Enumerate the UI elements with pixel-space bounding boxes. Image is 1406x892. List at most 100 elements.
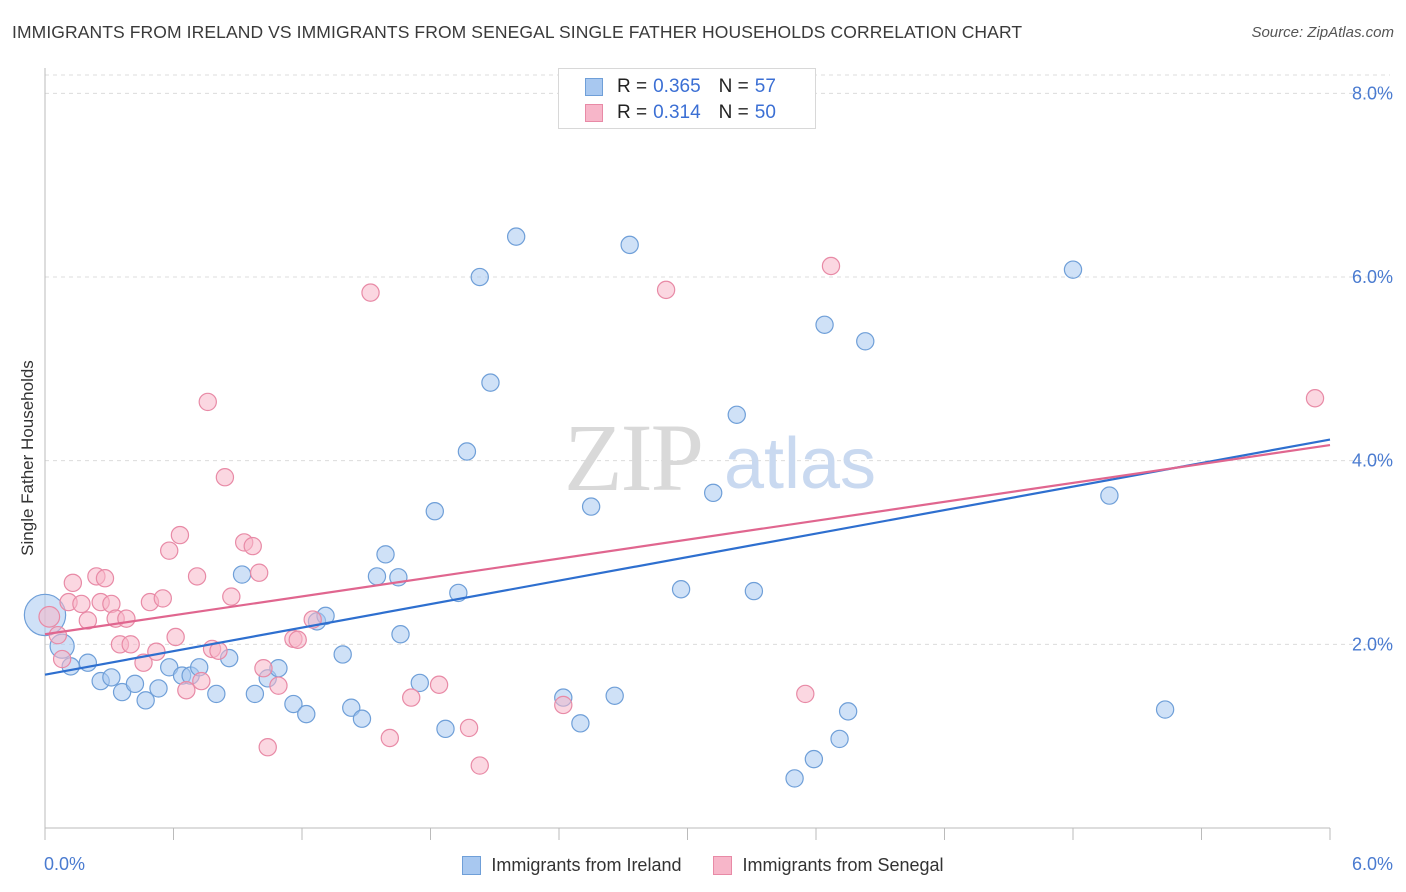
ireland-point [297,704,316,724]
ireland-point [481,373,500,392]
data-points [23,227,1325,788]
senegal-point [459,718,479,738]
ireland-point [1155,700,1175,719]
legend-swatch-ireland [462,855,482,875]
senegal-point [254,659,273,678]
r-value: 0.365 [653,76,701,97]
senegal-point [160,541,179,560]
legend-label-senegal: Immigrants from Senegal [742,854,944,875]
r-value: 0.314 [653,102,701,123]
r-label: R = [617,76,648,97]
senegal-point [95,569,115,588]
r-label: R = [617,102,648,123]
senegal-point [796,684,815,704]
senegal-point [198,392,217,412]
ireland-point [342,698,361,717]
senegal-point [72,594,91,614]
ireland-point [391,625,410,644]
legend-label-ireland: Immigrants from Ireland [491,854,682,875]
grid-lines [45,74,1390,645]
ireland-point [838,702,858,721]
senegal-point [243,536,262,556]
senegal-point [258,737,277,757]
tick-labels: 2.0% 4.0% 6.0% 8.0% 0.0% 6.0% [44,83,1393,874]
y-tick-label: 6.0% [1352,267,1393,287]
senegal-point [402,688,421,707]
ireland-point [605,686,624,705]
senegal-point [147,642,166,661]
senegal-point [177,681,196,700]
ireland-point [410,673,429,693]
ireland-point [470,267,489,287]
ireland-point [830,729,849,749]
ireland-point [581,497,601,516]
ireland-point [457,442,477,461]
ireland-point [102,668,121,687]
ireland-point [425,501,444,521]
ireland-point [571,714,590,733]
senegal-point [48,625,68,645]
ireland-point [149,679,168,698]
n-label: N = [718,76,749,97]
y-tick-label: 8.0% [1352,83,1393,103]
senegal-point [1305,389,1325,408]
series-legend: Immigrants from Ireland Immigrants from … [0,852,1406,878]
ireland-point [136,691,155,710]
y-tick-label: 2.0% [1352,634,1393,654]
senegal-point [470,756,489,775]
ireland-point [245,684,265,704]
watermark-atlas: atlas [724,424,876,504]
ireland-point [727,405,746,424]
ireland-point [671,580,691,599]
source-label: Source: ZipAtlas.com [1251,24,1394,41]
legend-row-ireland: R = 0.365 N = 57 [585,75,776,99]
y-tick-label: 4.0% [1352,451,1393,471]
ireland-point [333,645,352,664]
ireland-point [744,581,764,601]
correlation-legend: R = 0.365 N = 57 R = 0.314 N = 50 [558,68,816,129]
legend-swatch-senegal [713,855,733,875]
ireland-trend-line [44,438,1331,676]
senegal-point [117,609,136,628]
senegal-point [554,695,573,715]
ireland-point [1100,486,1119,505]
ireland-point [506,227,526,246]
watermark-zip: ZIP [564,404,702,511]
ireland-point [367,567,387,586]
ireland-point [436,719,455,739]
n-value: 50 [754,102,776,123]
senegal-point [215,468,235,487]
ireland-point [376,545,395,564]
axes [44,68,1331,840]
ireland-point [620,235,639,255]
senegal-point [166,627,185,647]
legend-swatch-senegal [585,104,603,122]
x-tick-label: 6.0% [1352,854,1393,874]
senegal-point [78,611,98,630]
senegal-point [269,676,288,695]
ireland-point [815,315,834,334]
ireland-point [284,694,303,714]
senegal-point [361,283,380,302]
x-tick-label: 0.0% [44,854,85,874]
senegal-point [380,728,400,748]
legend-item-senegal[interactable]: Immigrants from Senegal [713,854,944,876]
ireland-point [856,332,875,351]
legend-swatch-ireland [585,78,603,96]
ireland-point [112,682,132,702]
senegal-point [63,573,83,593]
ireland-point [352,709,372,728]
senegal-point [187,567,207,586]
ireland-point [232,565,252,584]
senegal-point [429,675,449,694]
ireland-point [125,674,145,694]
ireland-point [704,483,723,503]
n-value: 57 [754,76,776,97]
n-label: N = [718,102,749,123]
legend-item-ireland[interactable]: Immigrants from Ireland [462,855,681,876]
senegal-point [121,635,140,654]
senegal-point [38,605,61,628]
ireland-point [1063,260,1083,279]
ireland-point [804,749,824,769]
